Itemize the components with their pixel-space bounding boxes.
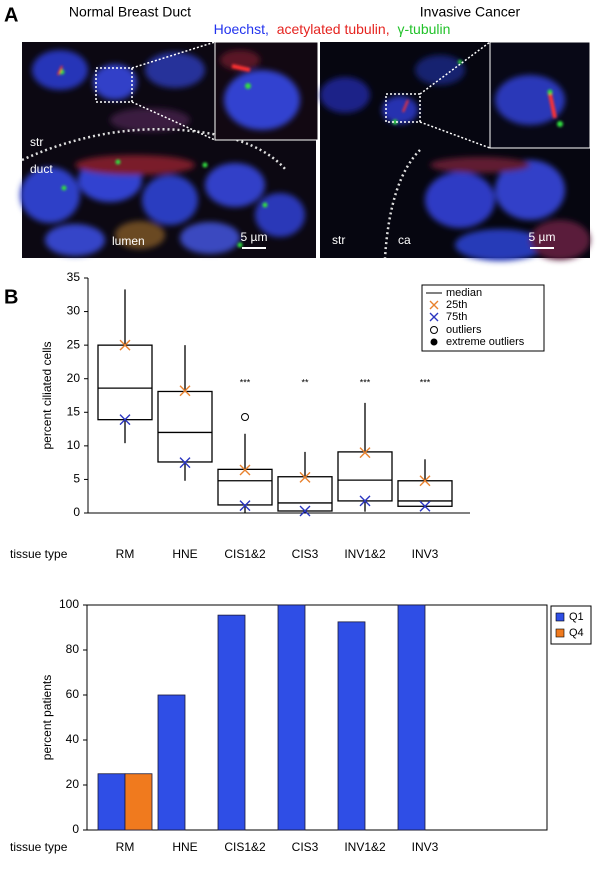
box [337, 451, 393, 502]
y-tick-label: 20 [66, 777, 80, 791]
percentile-marker [179, 385, 191, 397]
x-tick-label: HNE [172, 547, 197, 561]
y-axis-label: percent patients [40, 675, 54, 760]
legend-label: 75th [446, 311, 467, 323]
scale-bar-label: 5 µm [529, 230, 556, 244]
panel-label: A [4, 4, 18, 26]
right-title: Invasive Cancer [420, 4, 521, 20]
y-tick-label: 10 [67, 438, 81, 452]
x-tick-label: CIS1&2 [224, 840, 266, 854]
percentile-marker [419, 475, 431, 487]
legend-symbol [429, 312, 439, 322]
percentile-marker [419, 500, 431, 512]
legend-frame [550, 605, 592, 645]
percentile-marker [359, 447, 371, 459]
significance: ** [301, 377, 309, 387]
x-tick-label: CIS3 [292, 840, 319, 854]
box [97, 344, 153, 421]
y-tick-label: 25 [67, 337, 81, 351]
percentile-marker [299, 505, 311, 517]
x-axis-label: tissue type [10, 547, 68, 561]
percentile-marker [239, 464, 251, 476]
x-tick-label: RM [116, 840, 135, 854]
y-tick-label: 30 [67, 304, 81, 318]
significance: *** [240, 377, 251, 387]
region-label: str [332, 233, 345, 247]
region-label: ca [398, 233, 411, 247]
bar [397, 604, 426, 831]
legend-label: Q1 [569, 611, 584, 623]
x-tick-label: INV3 [412, 840, 439, 854]
region-label: str [30, 135, 43, 149]
x-tick-label: CIS3 [292, 547, 319, 561]
percentile-marker [299, 471, 311, 483]
percentile-marker [179, 457, 191, 469]
stain-name: Hoechst, [214, 21, 269, 37]
scale-bar-label: 5 µm [241, 230, 268, 244]
legend-frame [421, 284, 545, 352]
y-tick-label: 0 [72, 822, 79, 836]
significance: *** [420, 377, 431, 387]
region-label: lumen [112, 234, 145, 248]
percentile-marker [239, 500, 251, 512]
x-tick-label: CIS1&2 [224, 547, 266, 561]
legend-label: extreme outliers [446, 336, 525, 348]
stain-legend: Hoechst, acetylated tubulin, γ-tubulin [214, 21, 451, 37]
y-tick-label: 60 [66, 687, 80, 701]
bar [217, 614, 246, 831]
legend-symbol [430, 326, 438, 334]
y-tick-label: 15 [67, 404, 81, 418]
x-tick-label: INV1&2 [344, 840, 386, 854]
region-label: duct [30, 162, 53, 176]
y-tick-label: 80 [66, 642, 80, 656]
legend-symbol [429, 300, 439, 310]
box [157, 390, 213, 463]
bar [157, 694, 186, 831]
bar [124, 773, 153, 831]
y-tick-label: 5 [73, 472, 80, 486]
box [397, 480, 453, 507]
legend-label: outliers [446, 324, 482, 336]
y-tick-label: 100 [59, 597, 79, 611]
plot-frame [86, 604, 548, 831]
legend-label: 25th [446, 299, 467, 311]
legend-swatch [555, 628, 565, 638]
micrograph-cancer: str ca 5 µm [320, 41, 591, 261]
y-tick-label: 35 [67, 270, 81, 284]
box [277, 476, 333, 512]
legend-swatch [555, 612, 565, 622]
legend-label: Q4 [569, 627, 584, 639]
legend-label: median [446, 287, 482, 299]
legend-symbol [430, 338, 438, 346]
percentile-marker [119, 414, 131, 426]
x-tick-label: INV3 [412, 547, 439, 561]
stain-name: acetylated tubulin, [277, 21, 390, 37]
y-axis-label: percent ciliated cells [40, 341, 54, 449]
percentile-marker [119, 339, 131, 351]
micrograph-normal: str duct lumen 5 µm [20, 41, 319, 258]
significance: *** [360, 377, 371, 387]
x-tick-label: HNE [172, 840, 197, 854]
bar [277, 604, 306, 831]
x-axis-label: tissue type [10, 840, 68, 854]
bar [97, 773, 126, 831]
y-tick-label: 40 [66, 732, 80, 746]
percentile-marker [359, 495, 371, 507]
bar [337, 621, 366, 831]
box [217, 468, 273, 506]
left-title: Normal Breast Duct [69, 4, 191, 20]
y-tick-label: 20 [67, 371, 81, 385]
outlier [241, 412, 249, 421]
stain-name: γ-tubulin [397, 21, 450, 37]
x-tick-label: INV1&2 [344, 547, 386, 561]
panel-label: B [4, 286, 18, 308]
x-tick-label: RM [116, 547, 135, 561]
y-tick-label: 0 [73, 505, 80, 519]
